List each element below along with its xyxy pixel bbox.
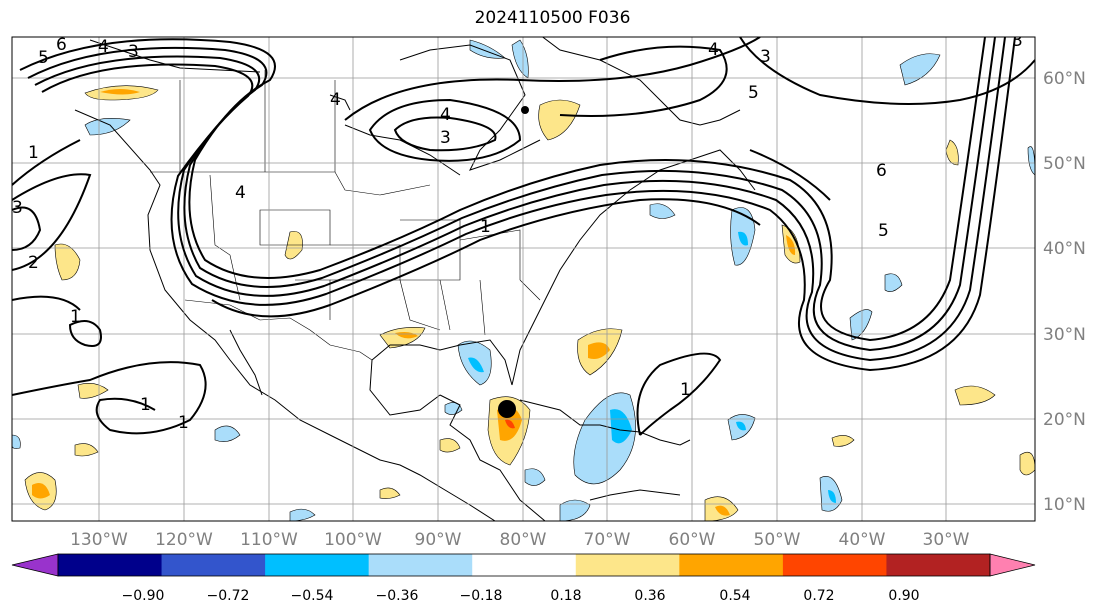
- contour-lines: [12, 37, 1035, 436]
- contour-label-group: 6 5 4 3 4 5 6 5 4 3 1 3 2 1 1 1 1 4 3 4 …: [12, 31, 1023, 433]
- contour-label: 5: [38, 48, 49, 68]
- contour-label: 1: [680, 380, 691, 400]
- contour-label: 3: [12, 198, 23, 218]
- colorbar-segment: [782, 554, 887, 576]
- colorbar-segment: [265, 554, 370, 576]
- lon-label: 80°W: [500, 530, 547, 550]
- colorbar-extend-low: [11, 553, 59, 577]
- contour-label: 6: [876, 161, 887, 181]
- contour-label: 3: [440, 128, 451, 148]
- contour-label: 3: [128, 42, 139, 62]
- lon-label: 60°W: [669, 530, 716, 550]
- lon-label: 100°W: [324, 530, 382, 550]
- colorbar-tick: 0.18: [550, 588, 581, 604]
- map-plot: 6 5 4 3 4 5 6 5 4 3 1 3 2 1 1 1 1 4 3 4 …: [12, 31, 1035, 521]
- lon-label: 70°W: [584, 530, 631, 550]
- contour-label: 1: [178, 413, 189, 433]
- colorbar-segment: [472, 554, 577, 576]
- contour-label: 1: [480, 217, 491, 237]
- longitude-labels: 130°W 120°W 110°W 100°W 90°W 80°W 70°W 6…: [70, 530, 970, 550]
- colorbar-segment: [575, 554, 680, 576]
- contour-label: 4: [440, 105, 451, 125]
- map-title: 2024110500 F036: [474, 8, 631, 28]
- shading-patches: [12, 39, 1035, 521]
- colorbar-extend-high: [989, 553, 1036, 577]
- colorbar-segment: [886, 554, 991, 576]
- map-frame: [11, 36, 1036, 522]
- lat-label: 40°N: [1043, 239, 1086, 259]
- contour-label: 4: [708, 40, 719, 60]
- colorbar-segment: [161, 554, 266, 576]
- colorbar-tick: 0.54: [719, 588, 750, 604]
- borders: [150, 70, 541, 361]
- lat-label: 30°N: [1043, 325, 1086, 345]
- coastlines: [74, 37, 756, 521]
- low-marker: [521, 106, 529, 114]
- lon-label: 110°W: [240, 530, 298, 550]
- colorbar-tick: −0.90: [122, 588, 165, 604]
- colorbar-tick: −0.18: [460, 588, 503, 604]
- lon-label: 130°W: [70, 530, 128, 550]
- contour-label: 3: [1012, 31, 1023, 51]
- colorbar-outline: [57, 553, 991, 577]
- lat-label: 50°N: [1043, 154, 1086, 174]
- contour-label: 4: [330, 90, 341, 110]
- lon-label: 40°W: [839, 530, 886, 550]
- colorbar-segment: [368, 554, 473, 576]
- contour-label: 1: [70, 307, 81, 327]
- lon-label: 30°W: [923, 530, 970, 550]
- lon-label: 120°W: [155, 530, 213, 550]
- contour-label: 3: [760, 47, 771, 67]
- colorbar-segment: [58, 554, 163, 576]
- colorbar-tick-labels: −0.90 −0.72 −0.54 −0.36 −0.18 0.18 0.36 …: [122, 588, 920, 604]
- latitude-labels: 60°N 50°N 40°N 30°N 20°N 10°N: [1043, 69, 1086, 515]
- colorbar-tick: −0.72: [207, 588, 250, 604]
- contour-label: 2: [28, 253, 39, 273]
- colorbar-segment: [679, 554, 784, 576]
- colorbar-tick: 0.72: [803, 588, 834, 604]
- lon-label: 50°W: [754, 530, 801, 550]
- colorbar: [11, 553, 1036, 577]
- contour-label: 4: [235, 183, 246, 203]
- contour-label: 6: [56, 35, 67, 55]
- graticule: [12, 37, 1035, 521]
- contour-label: 1: [28, 143, 39, 163]
- colorbar-tick: −0.36: [376, 588, 419, 604]
- lat-label: 20°N: [1043, 410, 1086, 430]
- contour-label: 4: [98, 37, 109, 57]
- contour-label: 1: [140, 395, 151, 415]
- contour-label: 5: [878, 221, 889, 241]
- lat-label: 10°N: [1043, 495, 1086, 515]
- contour-label: 5: [748, 83, 759, 103]
- lat-label: 60°N: [1043, 69, 1086, 89]
- colorbar-tick: 0.90: [888, 588, 919, 604]
- lon-label: 90°W: [415, 530, 462, 550]
- storm-center-marker: [498, 400, 516, 418]
- colorbar-tick: −0.54: [291, 588, 334, 604]
- colorbar-tick: 0.36: [634, 588, 665, 604]
